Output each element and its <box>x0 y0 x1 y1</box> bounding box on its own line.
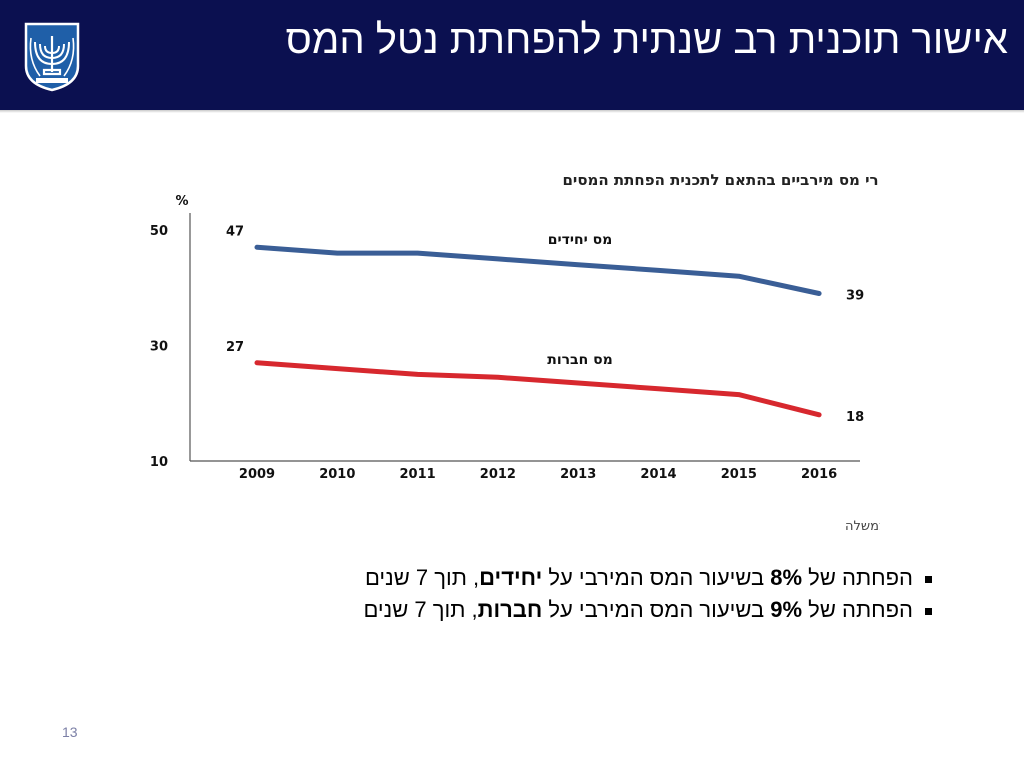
bullet-group: יחידים <box>479 565 543 590</box>
bullet-percent: 8% <box>770 565 803 590</box>
bullet-text: הפחתה של <box>802 597 913 622</box>
bullet-item: הפחתה של 8% בשיעור המס המירבי על יחידים,… <box>92 562 932 594</box>
x-tick-label: 2013 <box>560 467 596 482</box>
series-label: מס חברות <box>547 352 612 368</box>
bullet-text: בשיעור המס המירבי על <box>542 565 771 590</box>
x-tick-label: 2009 <box>239 467 275 482</box>
page-number: 13 <box>62 724 78 740</box>
y-axis-unit-label: % <box>175 194 188 209</box>
bullet-percent: 9% <box>770 597 803 622</box>
data-label-end: 39 <box>846 289 864 304</box>
bullet-group: חברות <box>477 597 543 622</box>
bullet-text: , תוך 7 שנים <box>364 565 480 590</box>
x-tick-label: 2011 <box>400 467 436 482</box>
bullet-text: , תוך 7 שנים <box>363 597 478 622</box>
x-tick-label: 2012 <box>480 467 516 482</box>
bullet-item: הפחתה של 9% בשיעור המס המירבי על חברות, … <box>92 594 932 626</box>
source-note: מקור: החלטת הממשלה <box>845 519 880 534</box>
x-tick-label: 2014 <box>640 467 676 482</box>
x-tick-label: 2010 <box>319 467 355 482</box>
bullet-text: בשיעור המס המירבי על <box>542 597 771 622</box>
series-line <box>254 360 822 418</box>
slide-header: אישור תוכנית רב שנתית להפחתת נטל המס <box>0 0 1024 110</box>
page-title: אישור תוכנית רב שנתית להפחתת נטל המס <box>285 18 1008 62</box>
chart-title: שיעורי מס מירביים בהתאם לתכנית הפחתת המס… <box>562 171 880 189</box>
plot-area: 10 30 50 2009 2010 2011 2012 2013 2014 2015 2016 47… <box>150 213 864 482</box>
state-emblem-icon <box>24 22 80 92</box>
header-divider <box>0 110 1024 113</box>
data-label-end: 18 <box>846 410 864 425</box>
y-tick-label: 50 <box>150 224 168 239</box>
data-label-start: 47 <box>226 224 244 239</box>
series-label: מס יחידים <box>548 232 612 248</box>
series-line <box>254 244 822 296</box>
y-tick-label: 30 <box>150 340 168 355</box>
tax-rates-line-chart: שיעורי מס מירביים בהתאם לתכנית הפחתת המס… <box>150 171 880 534</box>
bullet-list: הפחתה של 8% בשיעור המס המירבי על יחידים,… <box>92 562 932 626</box>
x-tick-label: 2015 <box>721 467 757 482</box>
x-tick-label: 2016 <box>801 467 837 482</box>
y-tick-label: 10 <box>150 455 168 470</box>
bullet-text: הפחתה של <box>802 565 913 590</box>
data-label-start: 27 <box>226 340 244 355</box>
